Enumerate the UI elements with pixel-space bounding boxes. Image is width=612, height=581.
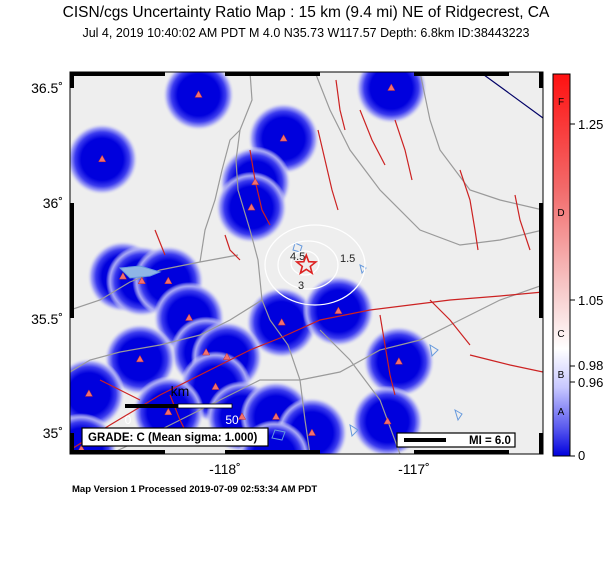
grade-box: GRADE: C (Mean sigma: 1.000) — [81, 427, 269, 447]
mi-text: MI = 6.0 — [469, 435, 511, 447]
station-triangle — [118, 272, 127, 280]
border-segment — [539, 72, 543, 88]
station-circle — [162, 72, 235, 131]
contour-label-3: 3 — [298, 280, 304, 292]
grade-letter-c: C — [557, 329, 564, 340]
map-title: CISN/cgs Uncertainty Ratio Map : 15 km (… — [62, 4, 550, 21]
scale-unit: km — [171, 383, 190, 399]
border-segment — [539, 433, 543, 454]
border-segment — [70, 450, 165, 454]
water-bodies — [118, 242, 463, 441]
border-segment — [70, 433, 74, 454]
grade-letter-a: A — [558, 407, 565, 418]
station-triangle — [251, 177, 260, 186]
station-triangle — [394, 357, 403, 365]
grade-letter-f: F — [558, 97, 564, 108]
station-triangle — [202, 347, 211, 356]
border-segment — [414, 72, 509, 76]
border-segment — [70, 203, 74, 318]
station-triangle — [383, 416, 392, 425]
scale-end: 50 — [225, 413, 239, 427]
station-triangle — [164, 407, 173, 416]
colorbar-value-0: 0 — [578, 448, 585, 463]
scale-bar: km 0 50 — [125, 383, 239, 427]
border-segment — [225, 450, 320, 454]
map-border — [70, 72, 543, 454]
colorbar: F D C B A 1.25 1.05 0.98 0.96 0 — [552, 73, 603, 463]
footer-processed: Map Version 1 Processed 2019-07-09 02:53… — [72, 484, 318, 495]
station-triangle — [211, 382, 220, 390]
lat-label-36-5: 36.5˚ — [31, 80, 63, 96]
station-triangle — [164, 276, 173, 284]
lon-label-118: -118˚ — [209, 461, 241, 477]
station-circle — [70, 357, 125, 430]
scale-start: 0 — [125, 413, 132, 427]
contour-label-4-5: 4.5 — [290, 251, 305, 263]
station-triangle — [137, 276, 146, 284]
station-triangle — [84, 389, 93, 397]
border-segment — [414, 450, 509, 454]
lat-label-35-5: 35.5˚ — [31, 311, 63, 327]
border-segment — [70, 72, 165, 76]
station-triangle — [194, 90, 203, 98]
station-triangle — [307, 428, 316, 436]
station-triangle — [279, 134, 288, 142]
station-triangle — [277, 318, 286, 326]
station-triangle — [247, 203, 256, 211]
grade-letter-d: D — [557, 208, 564, 219]
station-triangle — [185, 313, 194, 321]
lat-label-36: 36˚ — [43, 195, 63, 211]
mi-box: MI = 6.0 — [396, 432, 516, 448]
colorbar-value-0-96: 0.96 — [578, 375, 603, 390]
station-triangle — [98, 154, 107, 163]
station-triangle — [387, 83, 396, 91]
lat-label-35: 35˚ — [43, 425, 63, 441]
colorbar-value-1-05: 1.05 — [578, 293, 603, 308]
event-info: Jul 4, 2019 10:40:02 AM PDT M 4.0 N35.73… — [82, 26, 530, 40]
border-segment — [539, 203, 543, 318]
faults — [70, 79, 543, 451]
station-triangle — [334, 306, 343, 314]
colorbar-value-0-98: 0.98 — [578, 358, 603, 373]
station-triangle — [135, 354, 144, 363]
state-border — [479, 72, 543, 119]
border-segment — [70, 72, 74, 88]
grade-letter-b: B — [558, 370, 565, 381]
station-triangle — [222, 352, 231, 360]
contour-label-1-5: 1.5 — [340, 253, 355, 265]
colorbar-value-1-25: 1.25 — [578, 117, 603, 132]
station-triangle — [237, 412, 247, 420]
border-segment — [225, 72, 320, 76]
station-circle — [355, 72, 428, 124]
epicenter-star — [294, 252, 318, 276]
lon-label-117: -117˚ — [398, 461, 430, 477]
grade-text: GRADE: C (Mean sigma: 1.000) — [88, 432, 258, 444]
station-triangle — [272, 412, 281, 420]
contours — [264, 224, 366, 306]
